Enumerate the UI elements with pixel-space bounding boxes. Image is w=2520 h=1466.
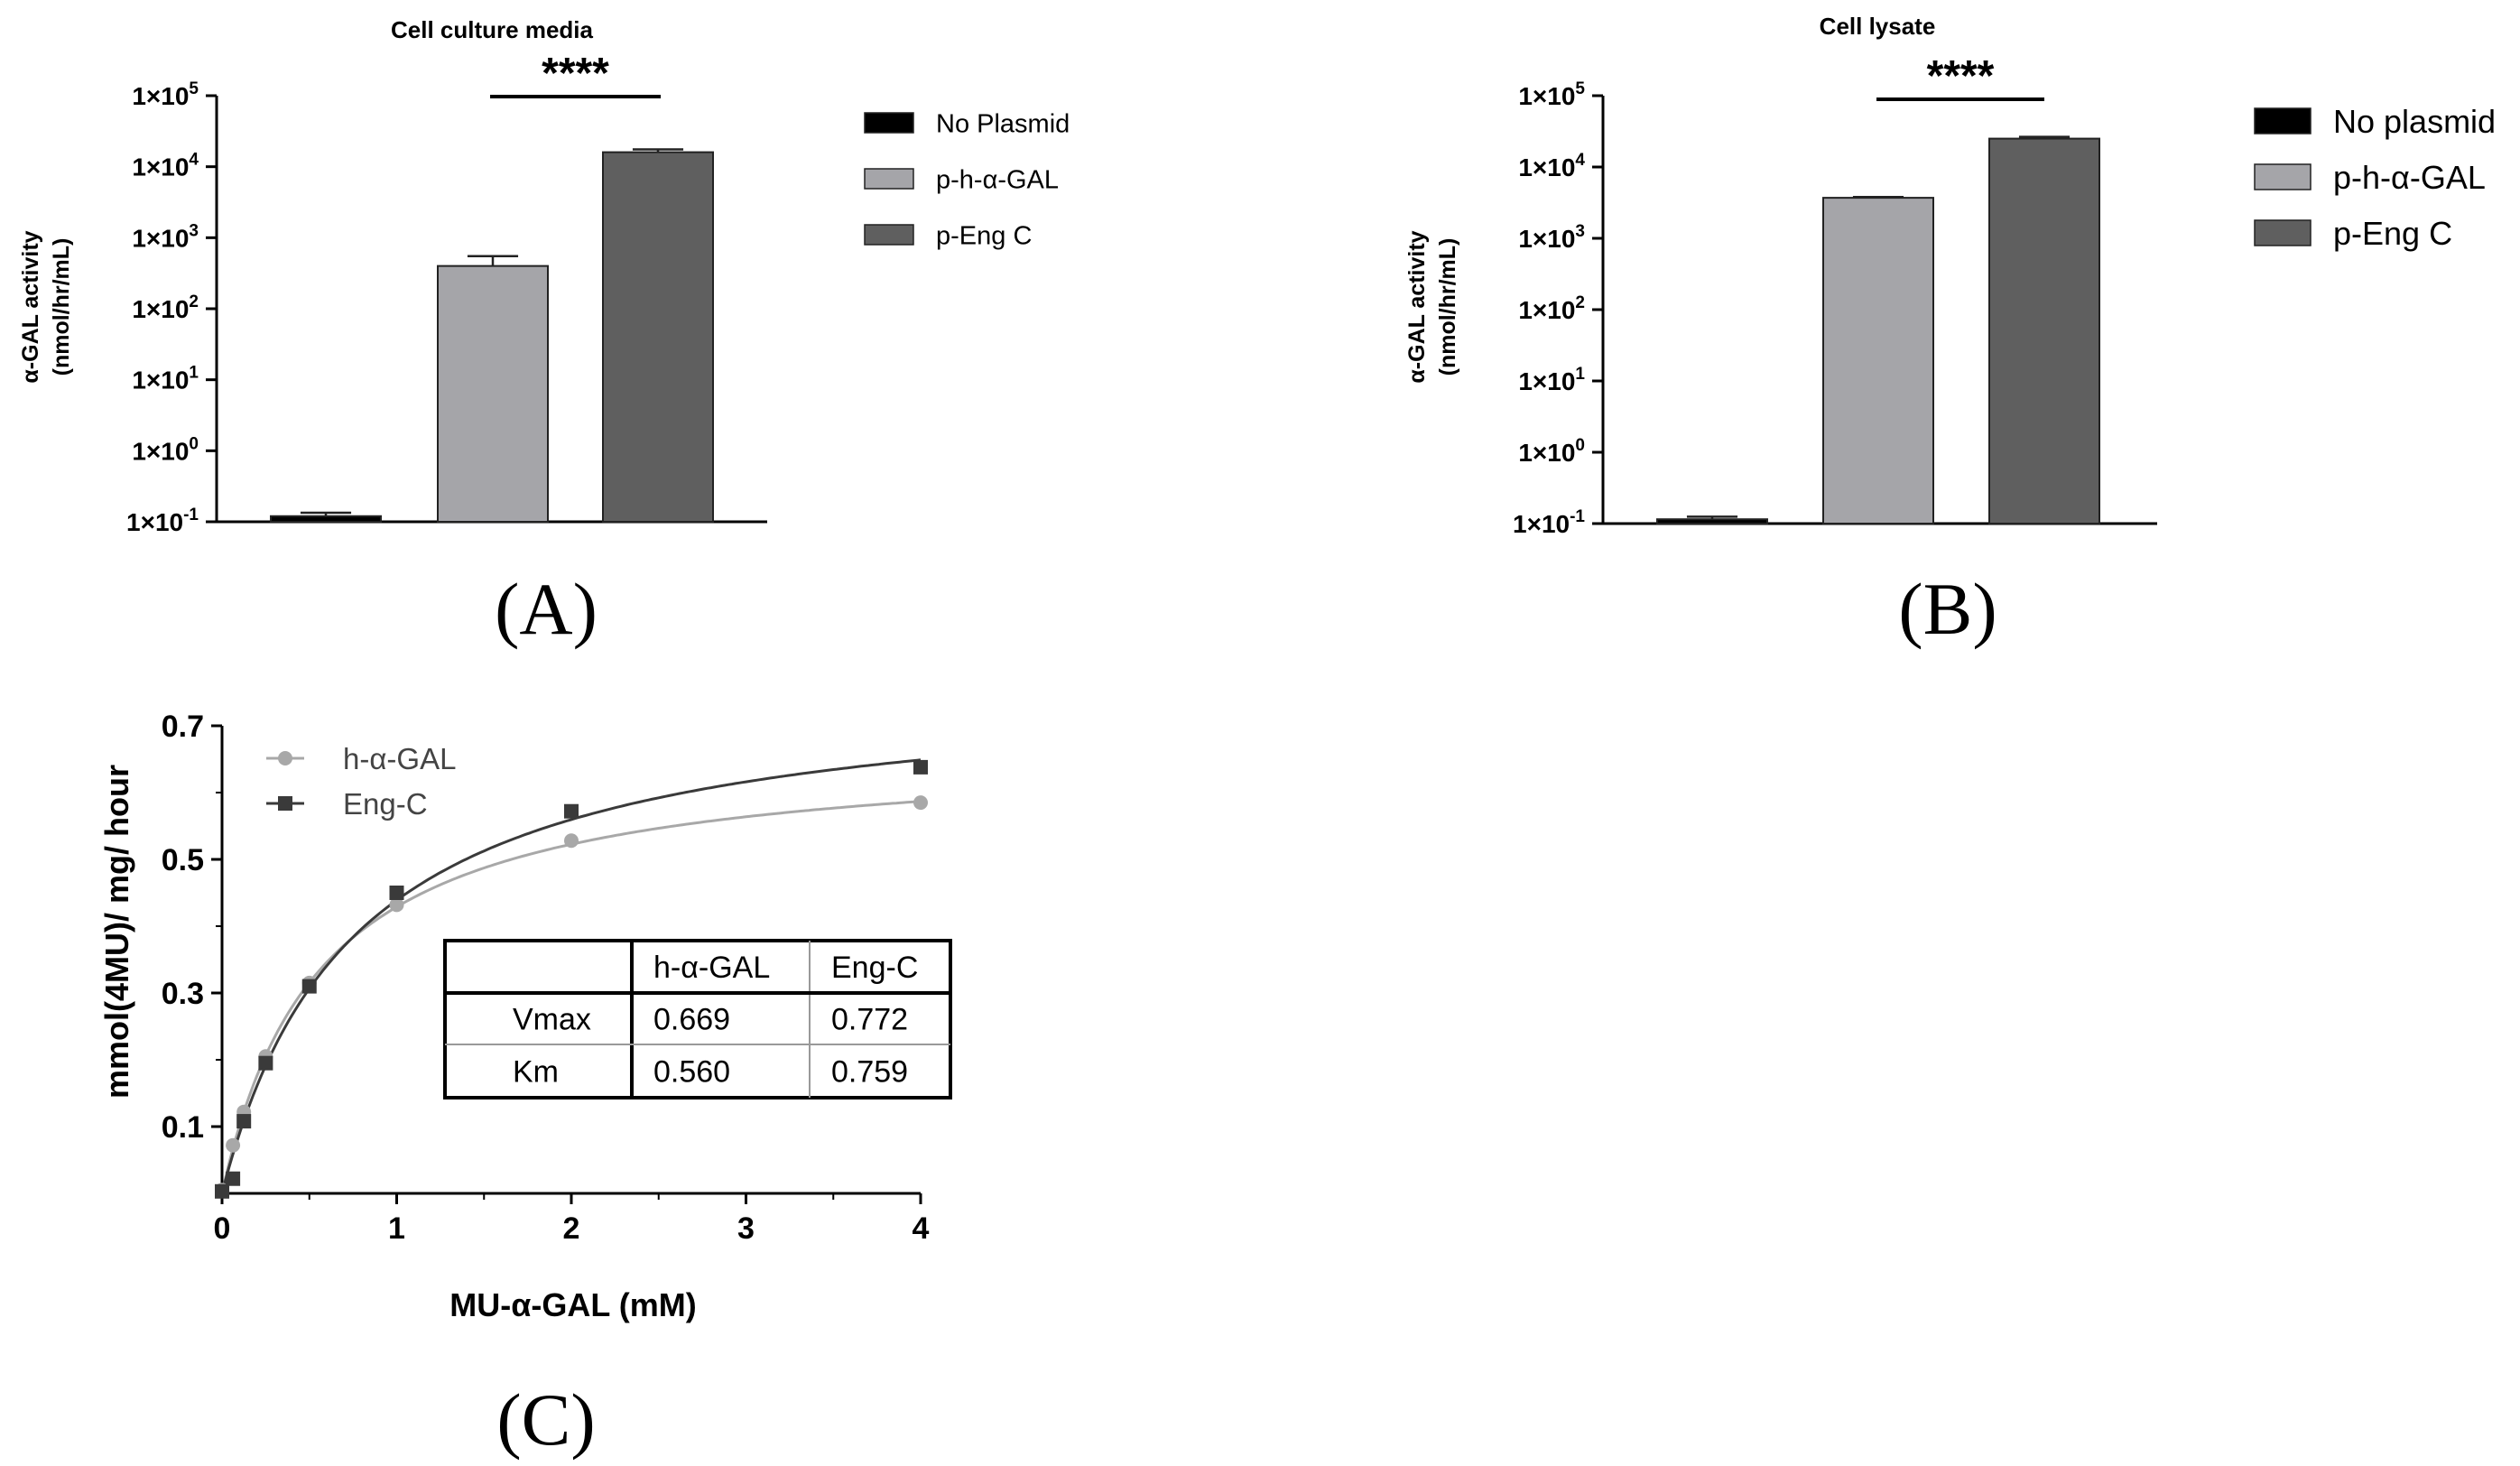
chart-a-legend-swatch [864,112,914,134]
panel-b-bar-chart: Cell lysate α-GAL activity (nmol/hr/mL) … [1404,13,2496,538]
panel-a-bar-chart: Cell culture media α-GAL activity (nmol/… [18,16,1070,536]
chart-c-legend-label: h-α-GAL [343,742,456,775]
chart-a-ylabel-line2: (nmol/hr/mL) [49,238,74,376]
chart-c-ytick-label: 0.1 [162,1110,204,1145]
chart-c-ytick-label: 0.3 [162,977,204,1011]
chart-c-xtick-label: 4 [913,1211,930,1246]
chart-a-legend-label: No Plasmid [936,109,1070,138]
panel-c-kinetics-chart: MU-α-GAL (mM) mmol(4MU)/ mg/ hour 0 1 2 3 4 0… [98,710,952,1323]
panel-a-label: (A) [495,568,598,650]
panel-b-label: (B) [1898,568,1997,650]
chart-b-ytick-label: 1×103 [1518,222,1585,253]
chart-b-ytick-label: 1×10-1 [1513,507,1585,538]
chart-a-bar [437,264,549,523]
chart-c-ylabel: mmol(4MU)/ mg/ hour [98,765,135,1099]
chart-c-point-h-alpha-gal [389,897,404,913]
table-header-cell: Eng-C [831,951,918,985]
chart-b-ytick-label: 1×101 [1518,365,1585,395]
chart-b-legend-swatch [2254,163,2312,190]
chart-b-legend-label: p-Eng C [2333,215,2452,252]
chart-a-ytick-label: 1×101 [132,364,199,394]
chart-c-point-eng-c [301,979,317,994]
chart-a-title: Cell culture media [391,16,593,43]
panel-c-label: (C) [496,1378,595,1461]
table-cell: 0.560 [653,1055,730,1090]
chart-a-legend-swatch [864,168,914,190]
chart-c-point-eng-c [215,1183,229,1199]
chart-a-significance-stars: **** [542,50,609,97]
chart-c-xtick-label: 3 [737,1211,755,1246]
chart-c-point-h-alpha-gal [226,1137,241,1153]
chart-c-xtick-label: 0 [214,1211,231,1246]
chart-c-fit-curve-eng-c [220,758,922,1194]
chart-a-ytick-label: 1×104 [132,151,199,181]
chart-c-point-eng-c [226,1171,241,1186]
table-cell: 0.759 [831,1055,908,1090]
chart-c-point-h-alpha-gal [564,833,579,849]
chart-c-xtick-label: 1 [388,1211,405,1246]
chart-c-ytick-label: 0.5 [162,843,204,877]
chart-a-legend-swatch [864,224,914,246]
table-cell: Km [513,1055,559,1090]
table-cell: 0.669 [653,1003,730,1037]
chart-c-point-eng-c [564,803,579,819]
table-cell: Vmax [513,1003,591,1037]
chart-b-ytick-label: 1×102 [1518,293,1585,324]
chart-c-point-eng-c [258,1055,273,1071]
chart-b-ylabel-line2: (nmol/hr/mL) [1435,238,1460,376]
chart-a-legend-label: p-Eng C [936,221,1032,250]
chart-b-bar [1822,197,1934,524]
chart-c-xlabel: MU-α-GAL (mM) [449,1286,696,1323]
chart-c-inset-table: h-α-GAL Eng-C Vmax 0.669 0.772 Km 0.560 0.759 [443,939,952,1100]
chart-a-legend-label: p-h-α-GAL [936,165,1059,194]
chart-a-ytick-label: 1×10-1 [126,506,199,536]
chart-a-ytick-label: 1×102 [132,292,199,323]
chart-b-legend-label: p-h-α-GAL [2333,159,2486,196]
table-cell: 0.772 [831,1003,908,1037]
chart-b-legend-swatch [2254,219,2312,246]
chart-b-bar [1656,518,1768,525]
chart-b-bar [1988,137,2100,524]
chart-c-point-eng-c [389,886,404,900]
chart-a-ytick-label: 1×105 [132,79,199,110]
chart-b-ytick-label: 1×105 [1518,79,1585,110]
chart-b-significance-stars: **** [1927,52,1995,100]
chart-a-ytick-label: 1×100 [132,434,199,465]
chart-b-title: Cell lysate [1820,13,1936,40]
chart-b-legend-swatch [2254,107,2312,135]
chart-a-bar [270,515,382,523]
chart-b-ytick-label: 1×104 [1518,151,1585,181]
chart-c-legend-marker [278,796,292,811]
chart-b-ylabel-line1: α-GAL activity [1404,230,1430,383]
table-border [443,939,952,1100]
chart-a-bar [602,151,714,523]
chart-c-legend-marker [278,751,292,765]
chart-c-point-eng-c [236,1114,252,1129]
chart-a-ytick-label: 1×103 [132,221,199,252]
chart-c-xtick-label: 2 [563,1211,580,1246]
chart-c-legend-label: Eng-C [343,787,428,821]
chart-b-legend-label: No plasmid [2333,103,2496,140]
chart-c-point-eng-c [913,759,928,775]
chart-a-ylabel-line1: α-GAL activity [18,230,43,383]
chart-c-point-h-alpha-gal [913,795,928,811]
table-header-cell: h-α-GAL [653,951,770,985]
chart-b-ytick-label: 1×100 [1518,436,1585,467]
chart-c-ytick-label: 0.7 [162,710,204,744]
